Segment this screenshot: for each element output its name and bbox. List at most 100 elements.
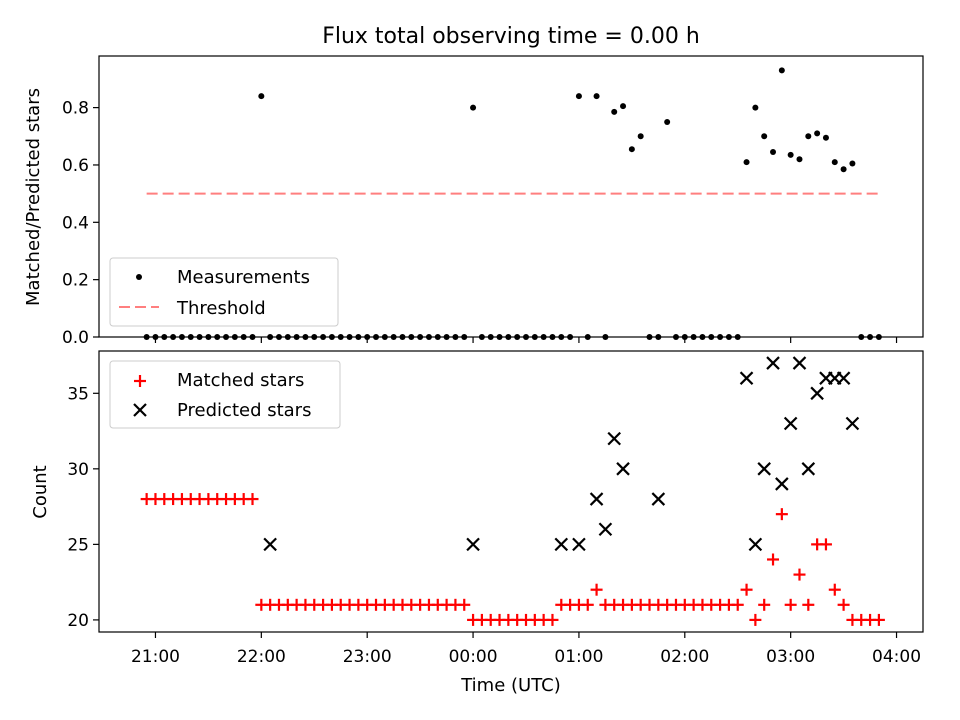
- matched-star-point: [581, 598, 594, 611]
- matched-star-point: [246, 493, 259, 506]
- matched-star-point: [767, 553, 780, 566]
- matched-star-point: [758, 598, 771, 611]
- predicted-star-point: [466, 537, 480, 552]
- legend-measurements-label: Measurements: [177, 267, 310, 288]
- legend-predicted-label: Predicted stars: [177, 400, 311, 421]
- legend-matched-label: Matched stars: [177, 370, 304, 391]
- measurement-point: [628, 146, 635, 153]
- measurement-point: [822, 134, 829, 141]
- legend-predicted-marker: [133, 403, 147, 417]
- predicted-star-point: [792, 356, 807, 370]
- bottom-y-tick-label: 25: [67, 535, 89, 555]
- predicted-star-point: [572, 537, 586, 552]
- bottom-x-tick-label: 04:00: [872, 647, 921, 667]
- predicted-star-point: [598, 522, 613, 537]
- predicted-star-point: [775, 477, 789, 491]
- bottom-x-tick-label: 21:00: [131, 647, 180, 667]
- measurement-point: [796, 156, 803, 163]
- measurement-point: [593, 93, 600, 100]
- matched-star-point: [819, 538, 832, 551]
- predicted-star-point: [651, 492, 666, 506]
- matched-star-point: [775, 508, 788, 521]
- matched-star-point: [793, 568, 806, 581]
- top-y-tick-label: 0.4: [62, 213, 89, 233]
- predicted-star-point: [263, 537, 277, 552]
- measurement-point: [761, 133, 768, 140]
- bottom-x-tick-label: 03:00: [766, 647, 815, 667]
- predicted-star-point: [810, 386, 824, 401]
- matched-star-point: [458, 598, 471, 611]
- bottom-y-tick-label: 30: [67, 460, 89, 480]
- matched-star-point: [828, 583, 841, 596]
- matched-star-point: [590, 583, 603, 596]
- bottom-legend-box: [109, 360, 341, 429]
- matched-star-point: [731, 598, 744, 611]
- bottom-y-tick-label: 35: [67, 384, 89, 404]
- top-y-tick-label: 0.8: [62, 99, 89, 119]
- top-y-tick-label: 0.6: [62, 156, 89, 176]
- matched-star-point: [802, 598, 815, 611]
- bottom-y-axis: 20 25 30 35: [67, 384, 99, 631]
- measurement-point: [470, 104, 477, 111]
- measurement-point: [805, 133, 812, 140]
- bottom-y-tick-label: 20: [67, 611, 89, 631]
- top-legend-box: [109, 257, 339, 327]
- measurement-point: [752, 104, 759, 111]
- measurement-point: [620, 103, 627, 110]
- bottom-y-axis-label: Count: [30, 465, 51, 518]
- measurement-point: [575, 93, 582, 100]
- chart-title: Flux total observing time = 0.00 h: [322, 24, 700, 49]
- predicted-star-point: [589, 492, 604, 506]
- top-y-tick-label: 0.2: [62, 271, 89, 291]
- predicted-star-point: [739, 371, 754, 385]
- measurement-point: [778, 67, 785, 74]
- predicted-star-point: [616, 462, 630, 476]
- bottom-x-axis-label: Time (UTC): [460, 675, 561, 696]
- legend-matched-marker: [134, 375, 146, 387]
- top-y-axis-label: Matched/Predicted stars: [23, 88, 44, 306]
- top-y-axis: 0.0 0.2 0.4 0.6 0.8: [62, 99, 898, 348]
- measurement-point: [770, 149, 777, 156]
- matched-star-point: [740, 583, 753, 596]
- matched-star-point: [749, 613, 762, 626]
- legend-measurements-marker: [136, 274, 142, 280]
- bottom-axes-frame: [98, 350, 924, 633]
- predicted-star-point: [845, 416, 860, 431]
- measurement-point: [787, 151, 794, 158]
- measurement-point: [831, 159, 838, 166]
- predicted-star-point: [766, 356, 780, 370]
- predicted-star-point: [748, 537, 763, 552]
- bottom-x-tick-label: 23:00: [343, 647, 392, 667]
- measurement-point: [611, 108, 618, 115]
- predicted-star-point: [836, 371, 851, 385]
- bottom-x-tick-label: 02:00: [660, 647, 709, 667]
- measurement-point: [637, 133, 644, 140]
- measurement-point: [743, 159, 750, 166]
- measurement-point: [664, 118, 671, 125]
- measurement-point: [814, 130, 821, 137]
- matched-star-point: [872, 613, 885, 626]
- bottom-x-axis: 21:00 22:00 23:00 00:00 01:00 02:00 03:00 04:00: [131, 632, 921, 667]
- top-legend: Measurements Threshold: [109, 257, 339, 327]
- predicted-star-point: [783, 416, 798, 431]
- bottom-x-tick-label: 00:00: [449, 647, 498, 667]
- matched-star-point: [784, 598, 797, 611]
- bottom-x-tick-label: 01:00: [554, 647, 603, 667]
- top-y-tick-label: 0.0: [62, 328, 89, 348]
- predicted-star-point: [801, 462, 816, 476]
- predicted-star-point: [607, 431, 621, 446]
- matched-star-point: [837, 598, 850, 611]
- measurement-point: [849, 160, 856, 167]
- bottom-plot-area: [140, 356, 885, 626]
- bottom-x-tick-label: 22:00: [237, 647, 286, 667]
- measurement-point: [258, 93, 265, 100]
- predicted-star-point: [554, 537, 569, 552]
- legend-threshold-label: Threshold: [176, 298, 266, 319]
- bottom-legend: Matched stars Predicted stars: [109, 360, 341, 429]
- top-axes-frame: [98, 55, 924, 338]
- predicted-star-point: [757, 462, 771, 476]
- matched-star-point: [546, 613, 559, 626]
- measurement-point: [840, 166, 847, 173]
